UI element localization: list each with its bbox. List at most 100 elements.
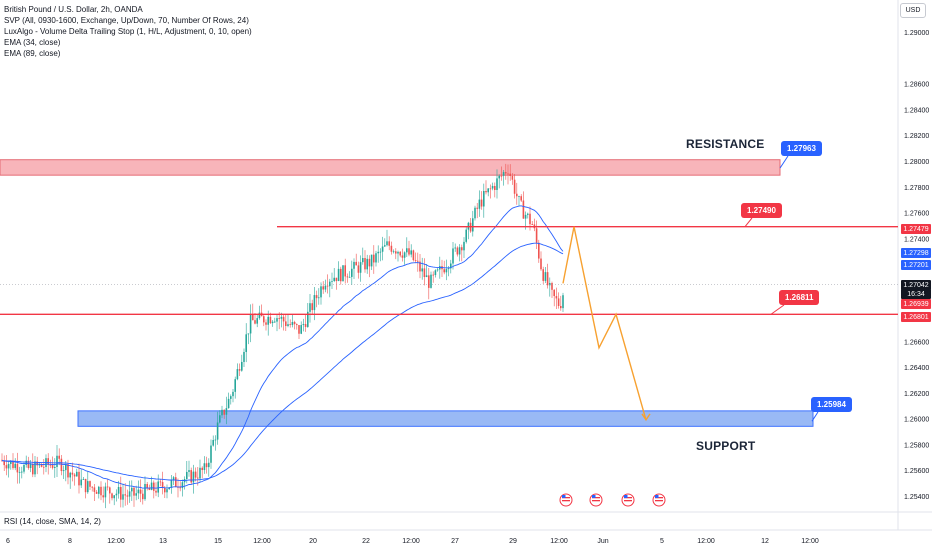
candle-body xyxy=(60,458,63,472)
candle-body xyxy=(540,258,542,270)
x-tick-label: 5 xyxy=(660,538,664,545)
candle-body xyxy=(265,322,267,325)
y-tick-label: 1.25600 xyxy=(904,468,929,475)
us-flag-event-icon[interactable] xyxy=(589,493,603,507)
candle-body xyxy=(181,482,184,489)
candle-body xyxy=(258,312,261,319)
candle-body xyxy=(311,303,313,311)
candle-body xyxy=(511,176,514,180)
candle-body xyxy=(109,487,111,494)
candle-body xyxy=(509,173,511,177)
candle-body xyxy=(340,268,342,282)
candle-body xyxy=(408,248,410,255)
candle-body xyxy=(313,295,316,311)
candle-body xyxy=(274,321,276,323)
candle-body xyxy=(390,245,393,252)
candle-body xyxy=(487,188,489,193)
candle-body xyxy=(538,242,540,259)
candle-body xyxy=(326,285,329,287)
us-flag-event-icon[interactable] xyxy=(559,493,573,507)
indicator-ema-34[interactable]: EMA (34, close) xyxy=(4,38,61,47)
candle-body xyxy=(516,193,518,197)
indicator-luxalgo[interactable]: LuxAlgo - Volume Delta Trailing Stop (1,… xyxy=(4,27,252,36)
candle-body xyxy=(230,396,232,399)
x-tick-label: 15 xyxy=(214,538,222,545)
candle-body xyxy=(131,487,133,492)
candle-body xyxy=(18,471,21,473)
candle-body xyxy=(241,361,243,371)
candle-body xyxy=(425,275,428,278)
candle-body xyxy=(560,305,562,309)
x-tick-label: 13 xyxy=(159,538,167,545)
callout-resistance-price: 1.27963 xyxy=(781,141,822,156)
candle-body xyxy=(392,251,395,253)
x-tick-label: Jun xyxy=(597,538,608,545)
us-flag-event-icon[interactable] xyxy=(621,493,635,507)
candle-body xyxy=(443,269,445,273)
candle-body xyxy=(307,311,309,327)
candle-body xyxy=(146,484,148,489)
candle-body xyxy=(148,488,151,490)
candle-body xyxy=(269,316,272,324)
rsi-indicator-label[interactable]: RSI (14, close, SMA, 14, 2) xyxy=(4,517,101,526)
candle-body xyxy=(49,464,52,466)
candle-body xyxy=(219,415,221,423)
candle-body xyxy=(232,391,234,397)
us-flag-event-icon[interactable] xyxy=(652,493,666,507)
candle-body xyxy=(370,254,373,267)
resistance-callout-leader xyxy=(779,155,789,169)
indicator-svp[interactable]: SVP (All, 0930-1600, Exchange, Up/Down, … xyxy=(4,16,249,25)
symbol-title[interactable]: British Pound / U.S. Dollar, 2h, OANDA xyxy=(4,5,143,14)
candle-body xyxy=(236,369,239,380)
candle-body xyxy=(472,218,474,232)
candle-body xyxy=(144,484,146,500)
upper-callout-leader xyxy=(744,217,753,228)
support-label: SUPPORT xyxy=(696,439,756,453)
candle-body xyxy=(166,489,168,493)
y-tick-label: 1.27600 xyxy=(904,211,929,218)
candle-body xyxy=(7,463,10,469)
candle-body xyxy=(403,252,406,258)
candle-body xyxy=(175,477,177,487)
candle-body xyxy=(520,196,522,201)
candle-body xyxy=(412,250,415,261)
candle-body xyxy=(494,185,496,190)
candle-body xyxy=(518,196,520,197)
candle-body xyxy=(522,200,525,219)
y-tick-label: 1.26000 xyxy=(904,417,929,424)
candle-body xyxy=(476,207,478,209)
candle-body xyxy=(106,486,109,488)
candle-body xyxy=(287,324,289,327)
callout-support-price: 1.25984 xyxy=(811,397,852,412)
candle-body xyxy=(161,482,164,488)
candle-body xyxy=(505,172,507,174)
candle-body xyxy=(153,482,155,491)
resistance-label: RESISTANCE xyxy=(686,137,765,151)
ema-34-line xyxy=(1,205,564,489)
candle-body xyxy=(480,199,483,207)
candle-body xyxy=(126,495,129,497)
candle-body xyxy=(309,303,311,312)
indicator-ema-89[interactable]: EMA (89, close) xyxy=(4,49,61,58)
candle-body xyxy=(201,467,203,471)
candle-body xyxy=(357,265,360,273)
candle-body xyxy=(62,470,65,472)
y-tick-label: 1.26400 xyxy=(904,365,929,372)
candle-body xyxy=(38,464,41,466)
candle-body xyxy=(170,480,173,488)
candle-body xyxy=(29,464,32,469)
x-tick-label: 12:00 xyxy=(107,538,125,545)
x-tick-label: 12:00 xyxy=(253,538,271,545)
candle-body xyxy=(23,464,25,472)
candle-body xyxy=(27,460,30,469)
candle-body xyxy=(289,324,291,326)
candle-body xyxy=(546,272,549,286)
candle-body xyxy=(1,459,3,461)
candle-body xyxy=(285,321,287,327)
candle-body xyxy=(32,464,34,475)
currency-button[interactable]: USD xyxy=(900,3,926,18)
candle-body xyxy=(553,289,555,297)
candle-body xyxy=(47,458,49,465)
